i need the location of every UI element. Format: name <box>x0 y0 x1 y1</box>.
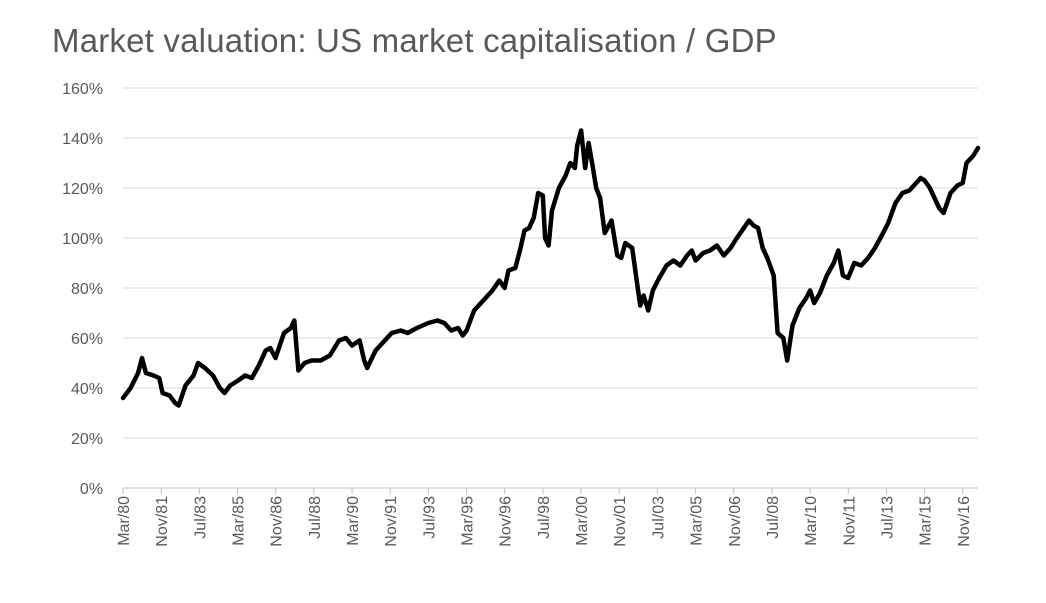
y-tick-label: 160% <box>62 81 103 98</box>
gridlines <box>123 87 978 489</box>
chart-title: Market valuation: US market capitalisati… <box>52 22 777 59</box>
x-tick-label: Mar/95 <box>460 496 477 546</box>
y-tick-label: 0% <box>80 481 103 498</box>
x-tick-label: Nov/06 <box>727 496 744 547</box>
x-tick-label: Mar/80 <box>116 496 133 546</box>
y-axis-ticks: 0% 20% 40% 60% 80% 100% 120% 140% 160% <box>62 81 103 498</box>
y-tick-label: 140% <box>62 131 103 148</box>
y-tick-label: 80% <box>71 281 103 298</box>
x-tick-label: Jul/13 <box>879 496 896 539</box>
x-tick-label: Nov/86 <box>269 496 286 547</box>
x-tick-label: Jul/08 <box>765 496 782 539</box>
x-tick-label: Mar/90 <box>345 496 362 546</box>
y-tick-label: 20% <box>71 431 103 448</box>
x-axis: Mar/80 Nov/81 Jul/83 Mar/85 Nov/86 Jul/88 Mar/… <box>116 488 973 547</box>
x-tick-label: Nov/16 <box>956 496 973 547</box>
y-tick-label: 40% <box>71 381 103 398</box>
series-line <box>120 128 981 408</box>
x-tick-label: Jul/03 <box>650 496 667 539</box>
x-tick-label: Nov/01 <box>612 496 629 547</box>
series-group <box>120 128 981 408</box>
x-tick-label: Nov/11 <box>841 496 858 546</box>
x-tick-label: Jul/83 <box>192 496 209 539</box>
x-tick-label: Nov/81 <box>154 496 171 547</box>
x-tick-label: Mar/15 <box>918 496 935 546</box>
x-tick-label: Mar/05 <box>689 496 706 546</box>
y-tick-label: 100% <box>62 231 103 248</box>
x-tick-label: Mar/10 <box>803 496 820 546</box>
x-tick-label: Nov/96 <box>498 496 515 547</box>
y-tick-label: 120% <box>62 181 103 198</box>
x-tick-label: Mar/00 <box>574 496 591 546</box>
x-tick-label: Jul/98 <box>536 496 553 539</box>
y-tick-label: 60% <box>71 331 103 348</box>
x-tick-label: Nov/91 <box>383 496 400 547</box>
x-tick-label: Mar/85 <box>231 496 248 546</box>
x-tick-label: Jul/93 <box>421 496 438 539</box>
x-tick-label: Jul/88 <box>307 496 324 539</box>
